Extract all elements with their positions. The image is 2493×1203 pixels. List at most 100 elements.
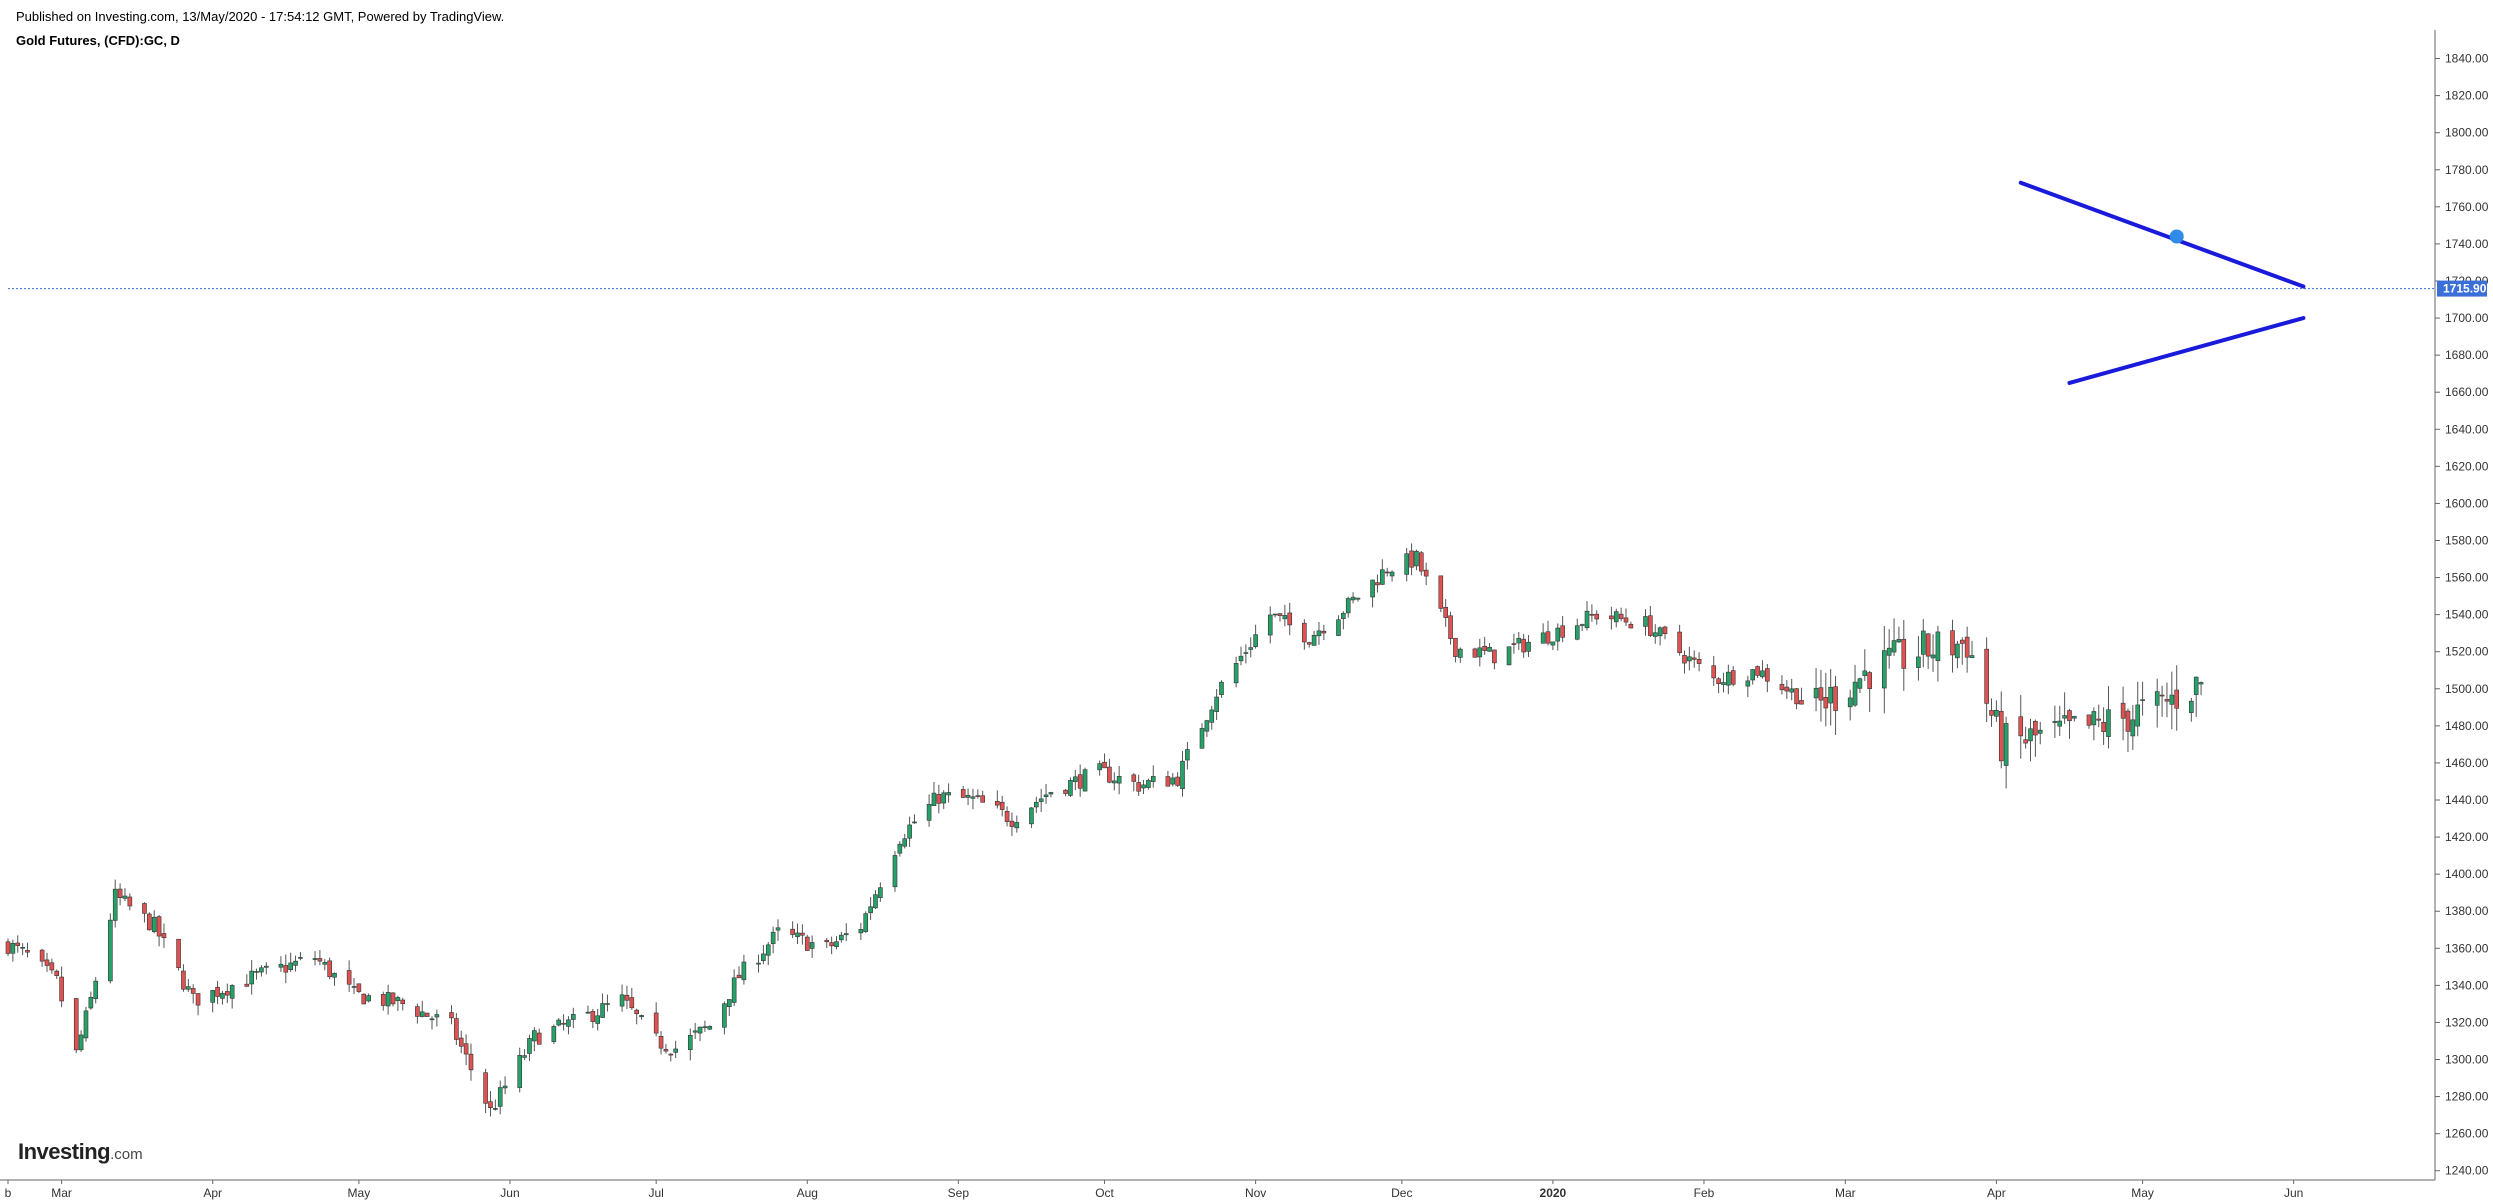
candle-body-up bbox=[254, 971, 259, 973]
candle-body-up bbox=[605, 1003, 610, 1005]
candle-body-down bbox=[449, 1012, 454, 1019]
candle-body-up bbox=[1282, 615, 1288, 620]
price-tick-label: 1400.00 bbox=[2445, 867, 2489, 881]
candle-body-down bbox=[1521, 638, 1526, 653]
candle bbox=[210, 990, 215, 1013]
candle bbox=[112, 879, 118, 928]
candle-body-down bbox=[117, 888, 123, 899]
candle bbox=[2140, 681, 2145, 716]
candle-body-down bbox=[458, 1037, 464, 1047]
candle-body-up bbox=[1862, 670, 1868, 676]
candle-body-up bbox=[571, 1014, 576, 1020]
candle-body-down bbox=[1409, 550, 1414, 568]
candle bbox=[49, 958, 55, 974]
candle bbox=[1102, 753, 1107, 769]
candle bbox=[1321, 624, 1327, 641]
candle-body-up bbox=[1506, 646, 1512, 666]
candle bbox=[283, 954, 289, 984]
candle-body-up bbox=[878, 887, 883, 898]
price-tick-label: 1780.00 bbox=[2445, 163, 2489, 177]
candle-body-up bbox=[1253, 634, 1258, 647]
candle-body-down bbox=[1794, 688, 1799, 705]
candle-body-down bbox=[1560, 625, 1565, 638]
candle-body-down bbox=[73, 998, 79, 1051]
candle-body-up bbox=[1034, 802, 1039, 808]
candle bbox=[1345, 596, 1351, 618]
chart-header: Published on Investing.com, 13/May/2020 … bbox=[16, 8, 504, 50]
candle-body-down bbox=[629, 997, 635, 1009]
candle bbox=[1857, 677, 1863, 694]
candle-body-up bbox=[83, 1010, 89, 1039]
candle bbox=[1248, 637, 1254, 658]
candle-body-up bbox=[298, 957, 303, 959]
candle-body-up bbox=[1745, 680, 1751, 687]
candle bbox=[1438, 575, 1444, 613]
candle-body-up bbox=[1272, 613, 1278, 616]
candle bbox=[2023, 726, 2028, 749]
candle-body-up bbox=[517, 1055, 523, 1088]
candle bbox=[395, 995, 401, 1012]
candle bbox=[1219, 680, 1224, 698]
candle bbox=[1082, 767, 1088, 792]
candle-body-down bbox=[317, 958, 323, 962]
time-tick-label: Sep bbox=[948, 1186, 970, 1200]
candle-body-down bbox=[1950, 630, 1955, 656]
candle-body-up bbox=[1072, 776, 1078, 782]
candle bbox=[1648, 606, 1653, 638]
candle bbox=[1180, 751, 1185, 797]
candle-body-down bbox=[1823, 697, 1829, 709]
candle-body-up bbox=[707, 1025, 713, 1030]
time-axis[interactable]: b Mar Apr May Jun Jul Aug Sep Oct Nov Dec 2020 Feb Ma… bbox=[0, 1179, 2435, 1200]
candle bbox=[1355, 597, 1361, 602]
price-axis[interactable]: 1240.00 1260.00 1280.00 1300.00 1320.00 1340.… bbox=[2434, 30, 2489, 1180]
candle-body-up bbox=[112, 888, 118, 921]
candle-body-down bbox=[1384, 571, 1390, 574]
candle bbox=[1935, 625, 1941, 682]
candle bbox=[965, 788, 971, 806]
price-tick-label: 1520.00 bbox=[2445, 645, 2489, 659]
candle-body-down bbox=[1959, 639, 1965, 644]
candle bbox=[926, 794, 932, 827]
candle bbox=[78, 1030, 84, 1052]
candle-body-down bbox=[2174, 689, 2180, 709]
candle bbox=[1341, 611, 1346, 630]
price-tick-label: 1760.00 bbox=[2445, 200, 2489, 214]
candle bbox=[892, 850, 898, 892]
candle-body-up bbox=[1526, 641, 1531, 652]
candle bbox=[288, 952, 293, 972]
candle-body-up bbox=[775, 927, 781, 931]
candle bbox=[1750, 669, 1756, 685]
candle-body-down bbox=[2086, 714, 2092, 726]
candle-body-up bbox=[1404, 553, 1409, 575]
symbol-title: Gold Futures, (CFD):GC, D bbox=[16, 33, 180, 48]
candle-body-down bbox=[1453, 637, 1458, 657]
candle bbox=[385, 984, 391, 1015]
candle bbox=[941, 790, 947, 809]
candle bbox=[1526, 635, 1531, 657]
candle bbox=[1896, 626, 1902, 643]
candle-body-down bbox=[1375, 582, 1380, 586]
candle bbox=[1560, 616, 1565, 643]
time-tick-label: May bbox=[2131, 1186, 2154, 1200]
candle-body-up bbox=[863, 913, 869, 932]
candle-body-down bbox=[1302, 622, 1307, 643]
candle bbox=[15, 935, 21, 953]
candle-body-up bbox=[965, 794, 971, 798]
candle bbox=[2130, 704, 2136, 750]
candle-layer bbox=[5, 543, 2204, 1117]
candle-body-up bbox=[1380, 569, 1385, 585]
candle bbox=[1370, 579, 1375, 608]
candle-body-down bbox=[283, 965, 289, 973]
price-tick-label: 1360.00 bbox=[2445, 941, 2489, 955]
candle-body-up bbox=[1243, 652, 1249, 654]
candle bbox=[936, 784, 942, 814]
candle bbox=[775, 919, 781, 941]
candle bbox=[839, 931, 844, 943]
candle bbox=[1852, 664, 1858, 707]
time-tick-label: 2020 bbox=[1540, 1186, 1567, 1200]
candle bbox=[293, 955, 298, 972]
candle-body-up bbox=[1219, 681, 1224, 695]
candle-body-up bbox=[1916, 656, 1921, 668]
candle-body-down bbox=[1648, 615, 1653, 636]
